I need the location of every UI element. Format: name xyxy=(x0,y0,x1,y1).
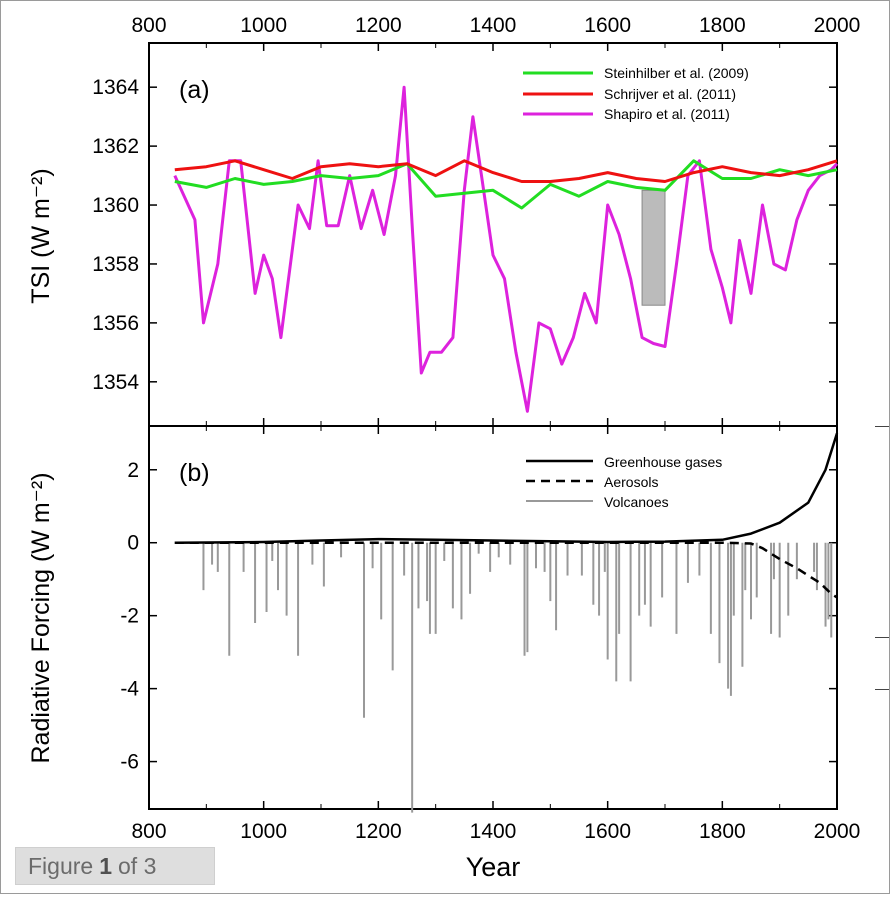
y-tick-label: 1358 xyxy=(92,253,139,276)
background-divider xyxy=(875,426,889,427)
series-line-shapiro xyxy=(173,85,839,413)
y-tick-label: -4 xyxy=(120,678,139,701)
y-tick-label: 1364 xyxy=(92,76,139,99)
plot-frame-b xyxy=(148,425,838,810)
background-divider xyxy=(875,689,889,690)
x-tick-label-bottom: 1000 xyxy=(240,820,287,843)
y-tick-label: 1354 xyxy=(92,371,139,394)
y-tick-label: 1362 xyxy=(92,135,139,158)
x-tick-label-top: 1000 xyxy=(240,14,287,37)
x-tick-label-bottom: 1400 xyxy=(470,820,517,843)
legend-label: Shapiro et al. (2011) xyxy=(604,106,730,122)
series-line-greenhouse xyxy=(174,432,839,544)
x-tick-label-top: 1800 xyxy=(699,14,746,37)
legend-label: Volcanoes xyxy=(604,494,669,510)
x-tick-label-top: 1200 xyxy=(355,14,402,37)
series-line-aerosols xyxy=(174,541,838,599)
y-tick-label: -6 xyxy=(120,751,139,774)
x-tick-label-bottom: 800 xyxy=(131,820,166,843)
maunder-shaded-region xyxy=(641,189,666,306)
y-tick-label: 1356 xyxy=(92,312,139,335)
background-divider xyxy=(875,637,889,638)
legend-label: Aerosols xyxy=(604,474,658,490)
y-axis-label-tsi: TSI (W m⁻²) xyxy=(27,168,55,303)
x-tick-label-top: 1400 xyxy=(470,14,517,37)
y-axis-label-forcing: Radiative Forcing (W m⁻²) xyxy=(27,472,55,763)
x-tick-label-bottom: 1800 xyxy=(699,820,746,843)
series-line-steinhilber xyxy=(174,159,838,210)
panel-label-a: (a) xyxy=(179,76,210,104)
legend-label: Greenhouse gases xyxy=(604,454,722,470)
figure-word: Figure xyxy=(28,853,94,879)
legend-label: Steinhilber et al. (2009) xyxy=(604,65,749,81)
x-tick-label-top: 800 xyxy=(131,14,166,37)
x-tick-label-bottom: 2000 xyxy=(814,820,861,843)
x-tick-label-top: 1600 xyxy=(584,14,631,37)
legend-label: Schrijver et al. (2011) xyxy=(604,86,736,102)
y-tick-label: 2 xyxy=(127,459,139,482)
figure-number: 1 xyxy=(99,853,112,879)
figure-total: of 3 xyxy=(118,853,157,879)
panel-label-b: (b) xyxy=(179,459,210,487)
series-line-schrijver xyxy=(174,159,838,183)
x-tick-label-top: 2000 xyxy=(814,14,861,37)
y-tick-label: 0 xyxy=(127,532,139,555)
figure-counter: Figure 1 of 3 xyxy=(15,847,215,885)
y-tick-label: -2 xyxy=(120,605,139,628)
y-tick-label: 1360 xyxy=(92,194,139,217)
x-axis-label: Year xyxy=(466,852,521,882)
x-tick-label-bottom: 1600 xyxy=(584,820,631,843)
x-tick-label-bottom: 1200 xyxy=(355,820,402,843)
